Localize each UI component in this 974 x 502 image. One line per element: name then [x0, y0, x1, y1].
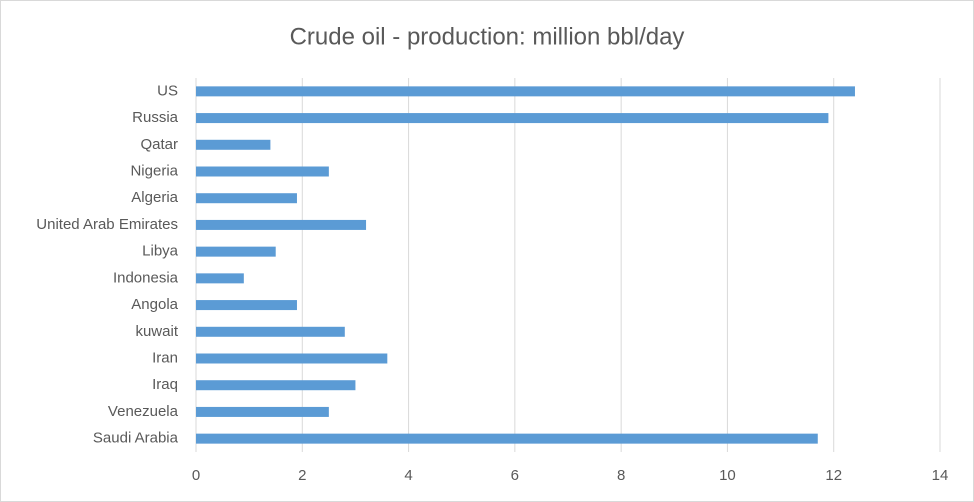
y-tick-label: Libya	[142, 243, 179, 260]
bar	[196, 219, 367, 230]
y-tick-label: Venezuela	[108, 403, 179, 420]
x-tick-label: 14	[932, 467, 949, 484]
bar	[196, 86, 855, 97]
y-tick-label: Saudi Arabia	[93, 430, 179, 447]
x-tick-label: 8	[617, 467, 625, 484]
y-tick-label: Indonesia	[113, 269, 179, 286]
y-tick-label: Russia	[132, 109, 179, 126]
y-tick-label: Iraq	[152, 376, 178, 393]
y-tick-label: Angola	[131, 296, 178, 313]
x-tick-label: 10	[719, 467, 736, 484]
chart-title: Crude oil - production: million bbl/day	[290, 23, 685, 50]
y-tick-label: United Arab Emirates	[36, 216, 178, 233]
x-tick-label: 4	[404, 467, 412, 484]
x-tick-label: 0	[192, 467, 200, 484]
bar	[196, 353, 388, 364]
y-tick-label: Qatar	[140, 136, 178, 153]
y-tick-label: kuwait	[135, 323, 178, 340]
x-tick-label: 6	[511, 467, 519, 484]
x-tick-label: 2	[298, 467, 306, 484]
bar	[196, 246, 276, 257]
bar	[196, 380, 356, 391]
bar	[196, 326, 345, 337]
y-tick-label: US	[157, 82, 178, 99]
bar	[196, 300, 297, 311]
bar	[196, 433, 818, 444]
bar	[196, 113, 829, 124]
y-tick-label: Algeria	[131, 189, 178, 206]
x-tick-label: 12	[825, 467, 842, 484]
bar	[196, 166, 329, 177]
bar	[196, 406, 329, 417]
bar	[196, 193, 297, 204]
y-tick-label: Nigeria	[130, 162, 178, 179]
bar	[196, 139, 271, 150]
bar	[196, 273, 244, 284]
y-tick-label: Iran	[152, 349, 178, 366]
